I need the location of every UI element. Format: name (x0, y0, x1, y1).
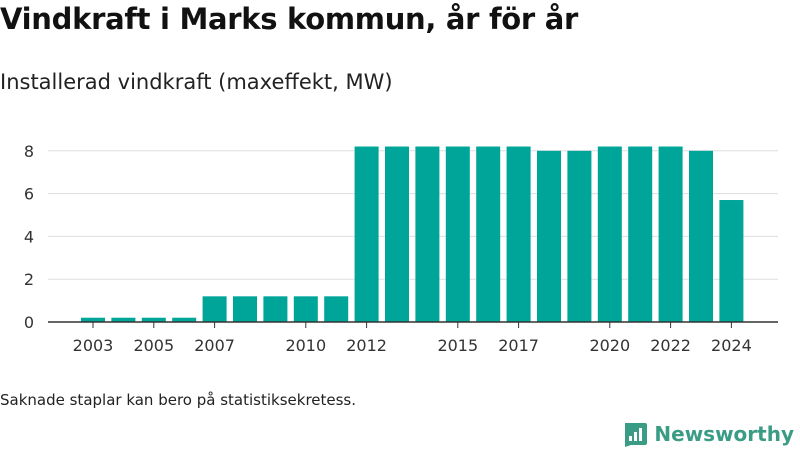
y-tick-label: 0 (24, 313, 34, 332)
bar-2024 (719, 200, 744, 322)
bar-2019 (567, 150, 592, 322)
bar-2012 (354, 146, 379, 322)
x-tick-label: 2012 (346, 336, 387, 355)
y-tick-label: 6 (24, 185, 34, 204)
bar-2005 (141, 317, 166, 322)
chart-subtitle: Installerad vindkraft (maxeffekt, MW) (0, 70, 393, 94)
bar-2018 (537, 150, 561, 322)
x-tick-label: 2017 (498, 336, 539, 355)
y-tick-label: 8 (24, 142, 34, 161)
bar-chart: 0 2 4 6 8 2003 2005 2007 2010 2012 2015 2017 2020 202… (24, 142, 778, 355)
brand-name: Newsworthy (654, 422, 794, 446)
bar-2020 (597, 146, 622, 322)
x-tick-label: 2003 (73, 336, 114, 355)
bar-2016 (476, 146, 501, 322)
bar-2008 (233, 296, 257, 322)
bar-2004 (111, 317, 136, 322)
x-tick-label: 2010 (285, 336, 326, 355)
y-tick-label: 4 (24, 227, 34, 246)
x-tick-label: 2022 (650, 336, 691, 355)
bar-2009 (263, 296, 288, 322)
x-tick-label: 2015 (437, 336, 478, 355)
bar-2013 (385, 146, 409, 322)
bar-2006 (172, 317, 197, 322)
bar-2017 (506, 146, 531, 322)
bar-2021 (628, 146, 653, 322)
x-tick-label: 2007 (194, 336, 235, 355)
x-tick-label: 2020 (589, 336, 630, 355)
bar-2010 (293, 296, 318, 322)
bar-2003 (81, 317, 105, 322)
bar-2011 (324, 296, 349, 322)
chart-title: Vindkraft i Marks kommun, år för år (0, 2, 578, 36)
x-tick-label: 2024 (711, 336, 752, 355)
bar-2007 (202, 296, 227, 322)
bar-2023 (689, 150, 713, 322)
y-tick-label: 2 (24, 270, 34, 289)
x-tick-label: 2005 (133, 336, 174, 355)
newsworthy-logo: Newsworthy (622, 420, 794, 448)
bar-2015 (445, 146, 470, 322)
bar-2022 (658, 146, 683, 322)
bar-2014 (415, 146, 440, 322)
newsworthy-logo-icon (625, 423, 648, 447)
footnote: Saknade staplar kan bero på statistiksek… (0, 391, 357, 409)
